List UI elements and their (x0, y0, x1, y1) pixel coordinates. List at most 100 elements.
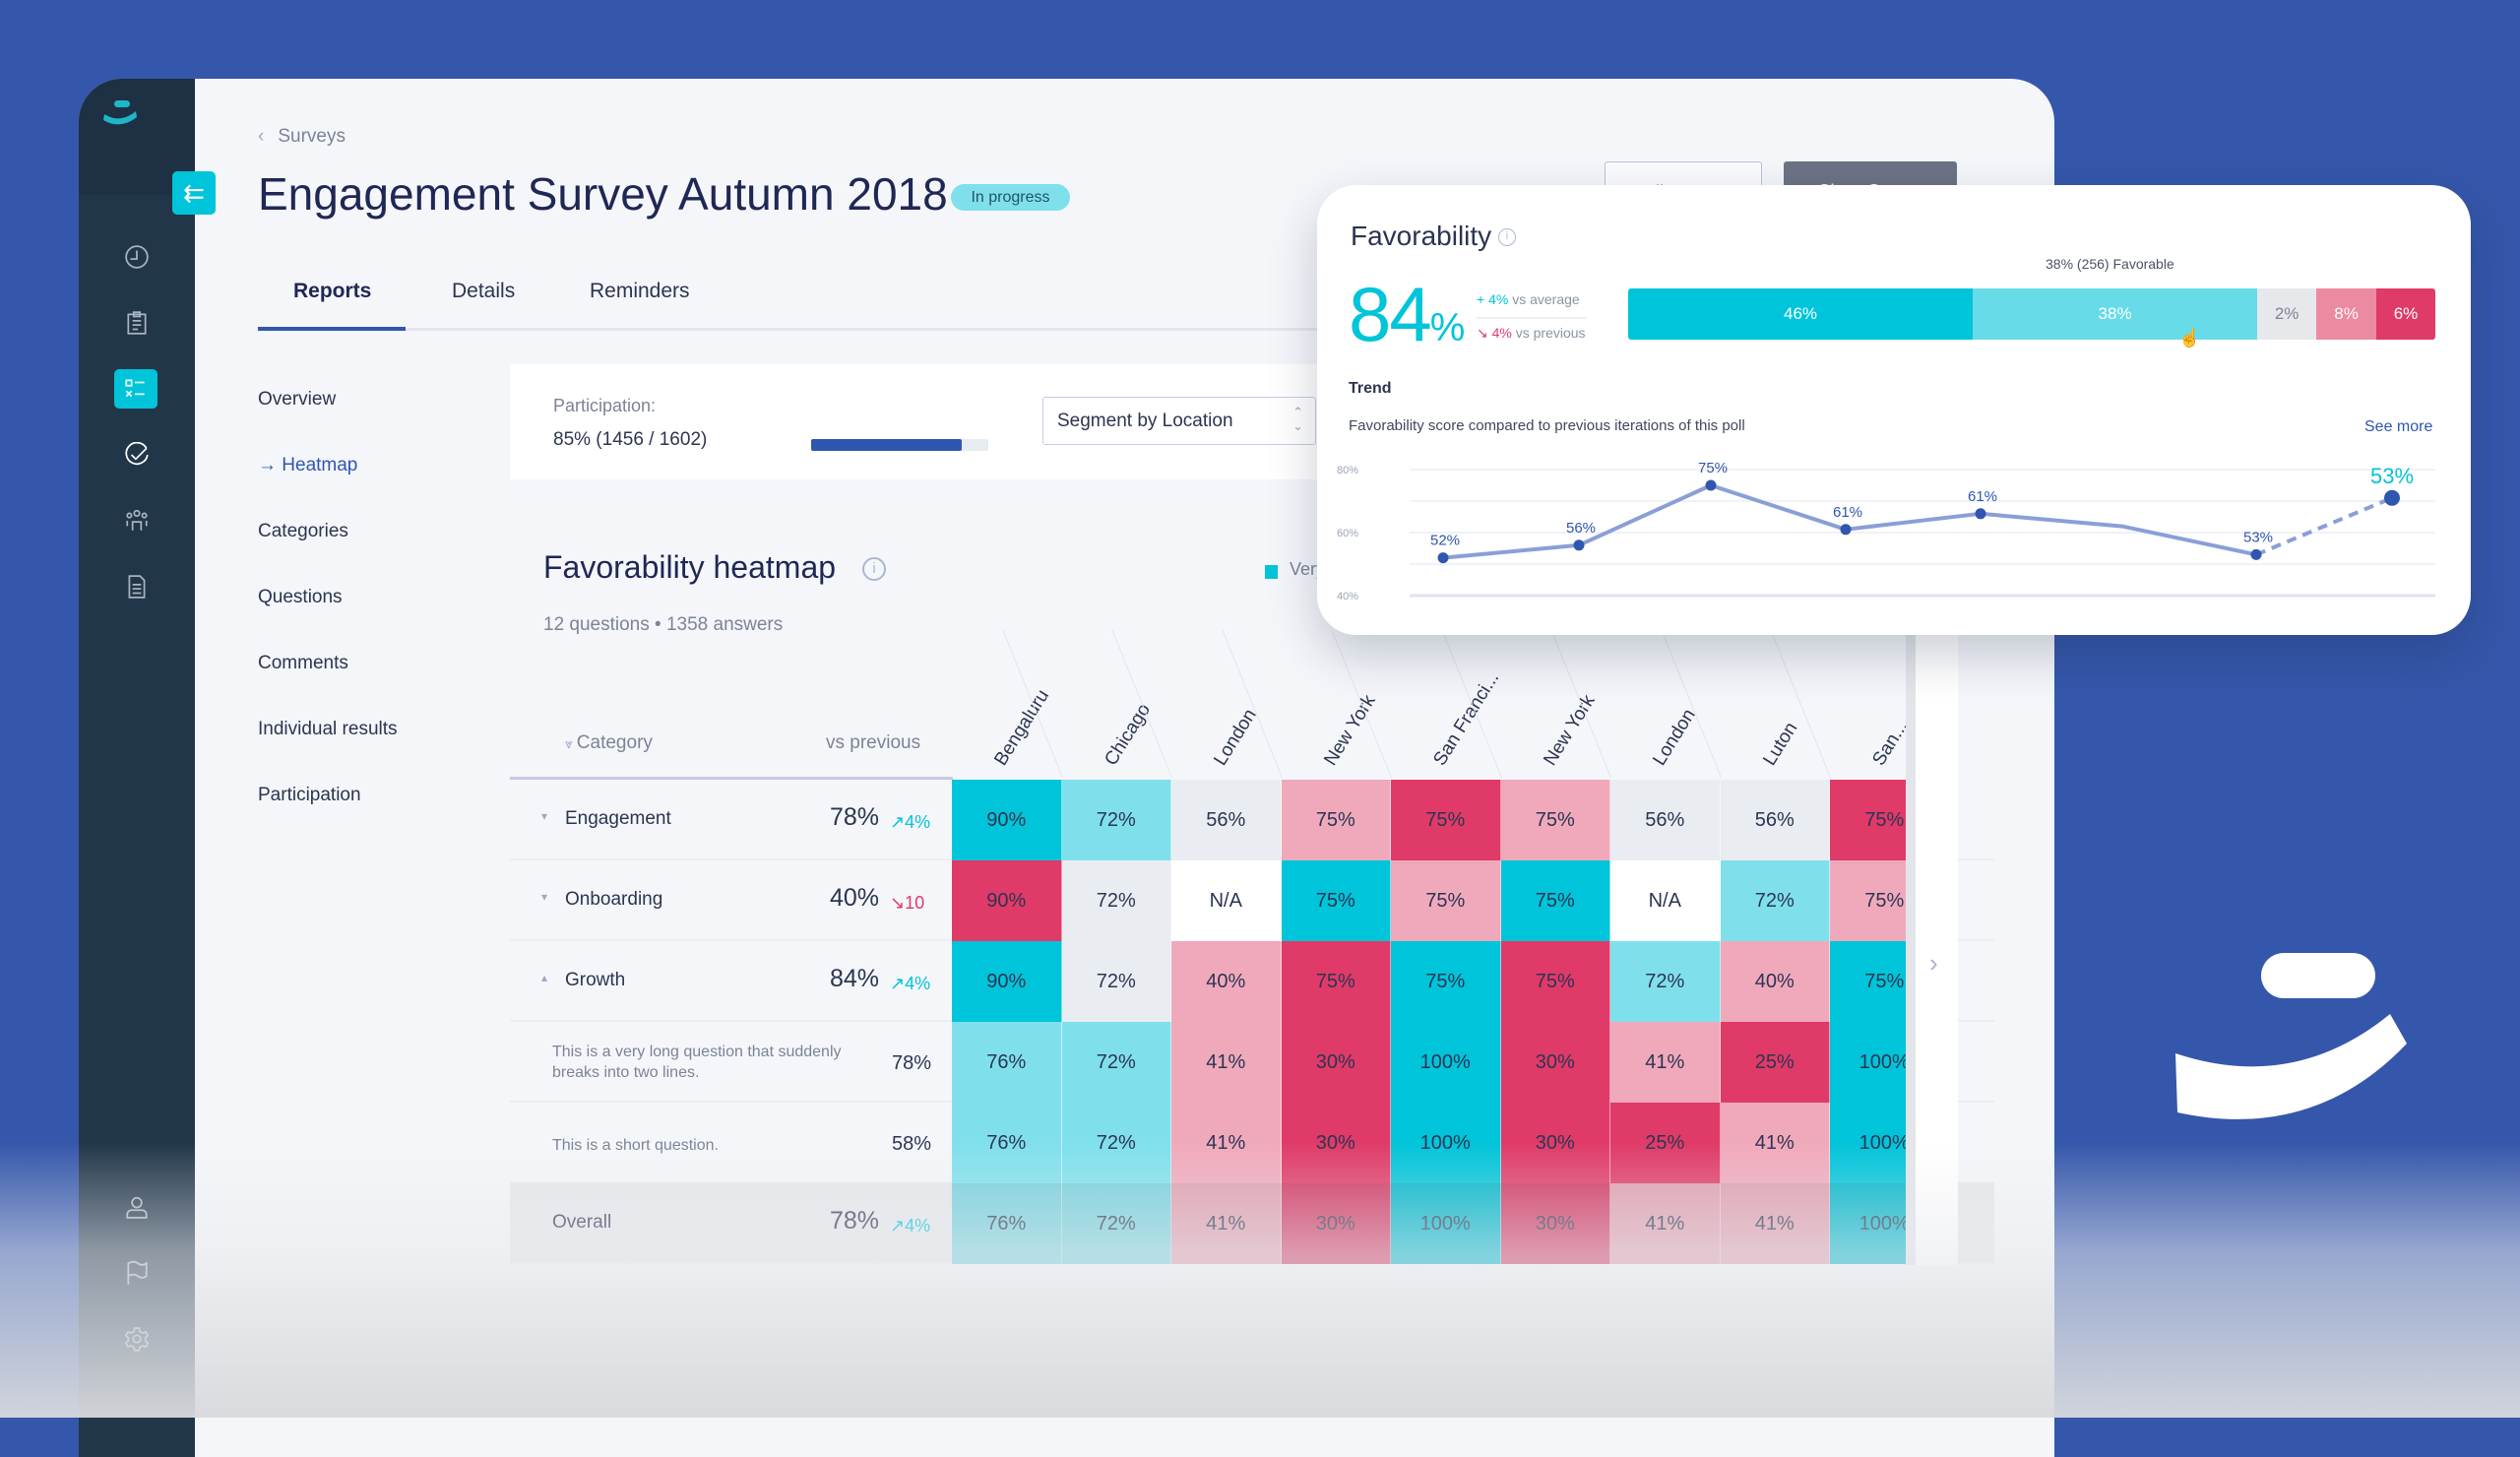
column-header[interactable]: London (1210, 705, 1261, 770)
breadcrumb[interactable]: ‹ Surveys (258, 126, 346, 148)
user-icon[interactable] (117, 1187, 157, 1227)
heatmap-cell[interactable]: 90% (952, 860, 1062, 941)
heatmap-cell[interactable]: 40% (1720, 941, 1830, 1022)
heatmap-cell[interactable]: 72% (1061, 1022, 1171, 1103)
breadcrumb-surveys[interactable]: Surveys (278, 126, 346, 147)
heatmap-cell[interactable]: 30% (1500, 1103, 1610, 1183)
heatmap-cell[interactable]: 76% (952, 1183, 1062, 1264)
heatmap-cell[interactable]: 41% (1171, 1103, 1282, 1183)
heatmap-cell[interactable]: 75% (1500, 860, 1610, 941)
heatmap-cell[interactable]: 30% (1281, 1103, 1391, 1183)
heatmap-cell[interactable]: 30% (1281, 1183, 1391, 1264)
settings-icon[interactable] (117, 1319, 157, 1359)
heatmap-cell[interactable]: 25% (1720, 1022, 1830, 1103)
heatmap-cell[interactable]: 72% (1061, 941, 1171, 1022)
flag-icon[interactable] (117, 1253, 157, 1293)
heatmap-cell[interactable]: 41% (1610, 1183, 1721, 1264)
nav-participation[interactable]: Participation (258, 785, 361, 805)
heatmap-cell[interactable]: 76% (952, 1103, 1062, 1183)
category-row[interactable]: ▾ Engagement 78% ↗4% 90% 72% 56% 75% 75% 75% 56% 56… (510, 780, 1994, 860)
nav-questions[interactable]: Questions (258, 587, 343, 607)
favorability-segment[interactable]: 2% (2257, 288, 2317, 340)
heatmap-cell[interactable]: 100% (1391, 1022, 1501, 1103)
trend-subtitle: Favorability score compared to previous … (1349, 417, 1745, 434)
heatmap-cell[interactable]: 90% (952, 941, 1062, 1022)
clock-icon[interactable] (117, 237, 157, 277)
tab-details[interactable]: Details (452, 280, 516, 302)
nav-overview[interactable]: Overview (258, 389, 337, 410)
heatmap-cell[interactable]: 56% (1720, 780, 1830, 860)
category-column-header[interactable]: ⩔ Category (565, 732, 653, 754)
favorability-segment[interactable]: 8% (2316, 288, 2376, 340)
heatmap-cell[interactable]: 75% (1281, 941, 1391, 1022)
heatmap-cell[interactable]: 56% (1610, 780, 1721, 860)
heatmap-cell[interactable]: 41% (1720, 1183, 1830, 1264)
favorability-segment[interactable]: 6% (2376, 288, 2435, 340)
heatmap-cell[interactable]: 76% (952, 1022, 1062, 1103)
clipboard-icon[interactable] (117, 303, 157, 343)
heatmap-cell[interactable]: 100% (1391, 1183, 1501, 1264)
category-row[interactable]: ▾ Onboarding 40% ↘10 90% 72% N/A 75% 75% 75% N/A 72… (510, 860, 1994, 941)
heatmap-cell[interactable]: 72% (1720, 860, 1830, 941)
heatmap-cell[interactable]: 41% (1610, 1022, 1721, 1103)
category-row[interactable]: ▴ Growth 84% ↗4% 90% 72% 40% 75% 75% 75% 72% 40% 75% (510, 941, 1994, 1022)
nav-comments[interactable]: Comments (258, 653, 348, 673)
heatmap-cell[interactable]: 30% (1281, 1022, 1391, 1103)
segment-select[interactable]: Segment by Location ⌃ ⌄ (1042, 397, 1316, 445)
heatmap-cell[interactable]: 72% (1610, 941, 1721, 1022)
favorability-stacked-bar[interactable]: 46% 38% 2% 8% 6% (1628, 288, 2435, 340)
column-header[interactable]: Bengaluru (990, 685, 1054, 770)
tab-reminders[interactable]: Reminders (590, 280, 690, 302)
heatmap-cell[interactable]: 72% (1061, 1183, 1171, 1264)
favorability-segment[interactable]: 38% (1973, 288, 2258, 340)
heatmap-cell[interactable]: 90% (952, 780, 1062, 860)
question-row[interactable]: This is a short question. 58% 76% 72% 41% 30%… (510, 1103, 1994, 1183)
column-header[interactable]: London (1649, 705, 1700, 770)
heatmap-cell[interactable]: 100% (1391, 1103, 1501, 1183)
heatmap-cell[interactable]: 41% (1720, 1103, 1830, 1183)
heatmap-cell[interactable]: 72% (1061, 780, 1171, 860)
heatmap-cell[interactable]: N/A (1171, 860, 1282, 941)
overall-row[interactable]: Overall 78% ↗4% 76% 72% 41% 30% 100% 30% 41% 41% 10… (510, 1183, 1994, 1264)
heatmap-cell[interactable]: 75% (1391, 941, 1501, 1022)
heatmap-cell[interactable]: 72% (1061, 1103, 1171, 1183)
tab-reports[interactable]: Reports (293, 280, 372, 302)
hand-cursor-icon: ☝ (2178, 328, 2201, 348)
heatmap-cell[interactable]: 30% (1500, 1022, 1610, 1103)
heatmap-cell[interactable]: 75% (1281, 780, 1391, 860)
legend-label: Very (1290, 559, 1326, 579)
heatmap-cell[interactable]: 30% (1500, 1183, 1610, 1264)
see-more-link[interactable]: See more (2364, 418, 2433, 435)
chevron-up-icon[interactable]: ▴ (541, 971, 548, 984)
heatmap-cell[interactable]: 56% (1171, 780, 1282, 860)
chevron-down-icon[interactable]: ▾ (541, 809, 548, 823)
heatmap-cell[interactable]: 41% (1171, 1183, 1282, 1264)
horizontal-scroll-shadow[interactable] (1906, 409, 1916, 1265)
nav-heatmap[interactable]: → Heatmap (258, 455, 357, 476)
column-header[interactable]: Chicago (1100, 700, 1155, 770)
chevron-down-icon[interactable]: ▾ (541, 890, 548, 904)
info-icon[interactable]: i (1498, 228, 1516, 246)
column-header[interactable]: Luton (1758, 719, 1801, 770)
collapse-sidebar-button[interactable]: ⇇ (172, 171, 216, 215)
info-icon[interactable]: i (862, 557, 886, 581)
heatmap-cell[interactable]: 75% (1500, 780, 1610, 860)
nav-categories[interactable]: Categories (258, 521, 348, 541)
heatmap-cell[interactable]: 41% (1171, 1022, 1282, 1103)
heatmap-cell[interactable]: 25% (1610, 1103, 1721, 1183)
chevron-right-icon[interactable]: › (1929, 948, 1938, 978)
team-icon[interactable] (117, 501, 157, 540)
heatmap-cell[interactable]: 40% (1171, 941, 1282, 1022)
heatmap-cell[interactable]: 75% (1281, 860, 1391, 941)
document-icon[interactable] (117, 567, 157, 606)
heatmap-cell[interactable]: 75% (1500, 941, 1610, 1022)
check-circle-icon[interactable] (117, 435, 157, 475)
heatmap-cell[interactable]: 75% (1391, 780, 1501, 860)
question-row[interactable]: This is a very long question that sudden… (510, 1022, 1994, 1103)
heatmap-cell[interactable]: N/A (1610, 860, 1721, 941)
favorability-segment[interactable]: 46% (1628, 288, 1973, 340)
heatmap-cell[interactable]: 72% (1061, 860, 1171, 941)
heatmap-cell[interactable]: 75% (1391, 860, 1501, 941)
nav-individual-results[interactable]: Individual results (258, 719, 398, 739)
checklist-icon[interactable] (114, 369, 158, 409)
